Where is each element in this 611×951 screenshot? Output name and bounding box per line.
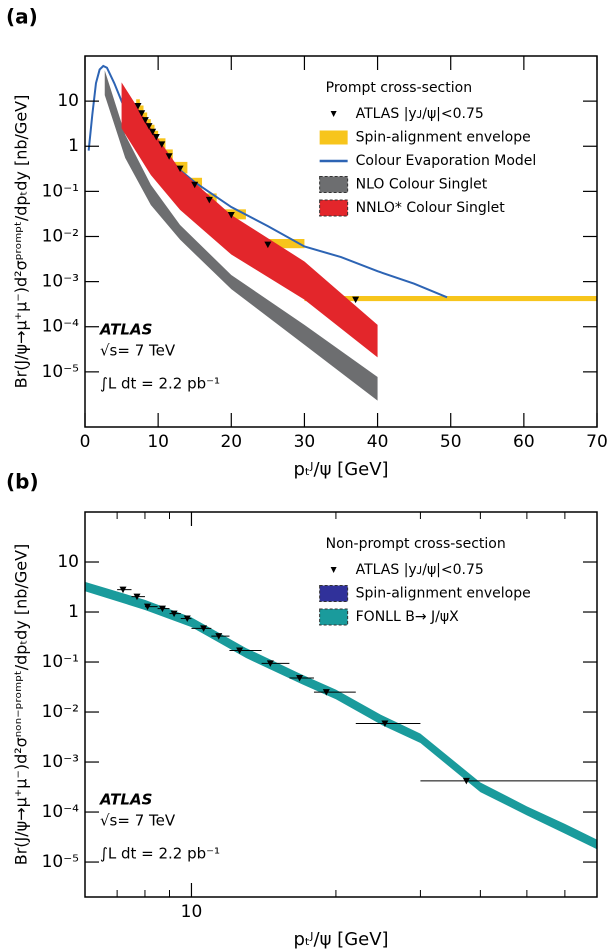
annotation: ∫L dt = 2.2 pb⁻¹	[100, 375, 220, 393]
data-point	[205, 196, 213, 204]
data-point	[236, 647, 244, 654]
y-tick-label: 10⁻²	[42, 702, 79, 722]
x-axis-label: pₜᴶ/ψ [GeV]	[293, 929, 388, 950]
y-tick-label: 10	[57, 552, 79, 572]
annotation: ATLAS	[99, 791, 152, 809]
legend-swatch	[319, 585, 349, 602]
legend-label: Spin-alignment envelope	[356, 130, 531, 146]
data-point	[352, 296, 360, 304]
data-point	[158, 605, 166, 613]
data-point	[138, 110, 146, 117]
x-tick-label: 20	[220, 432, 242, 452]
x-tick-label: 50	[440, 432, 462, 452]
band	[121, 82, 378, 358]
legend-label: ATLAS |yᴊ/ψ|<0.75	[356, 562, 484, 578]
y-tick-label: 10	[57, 91, 79, 111]
band	[85, 581, 597, 850]
annotation: √s= 7 TeV	[100, 342, 176, 360]
y-axis-label: Br(J/ψ→μ⁺μ⁻)d²σᵖʳᵒᵐᵖᵗ/dpₜdy [nb/GeV]	[12, 95, 31, 389]
data-point	[183, 615, 191, 623]
legend-swatch	[319, 608, 349, 626]
legend-swatch	[319, 176, 349, 193]
data-point	[176, 165, 184, 173]
data-point	[133, 593, 141, 601]
panel-label: (a)	[6, 5, 38, 29]
plot-area	[85, 581, 597, 850]
legend-marker	[330, 567, 337, 573]
y-axis-label: Br(J/ψ→μ⁺μ⁻)d²σⁿᵒⁿ⁻ᵖʳᵒᵐᵖᵗ/dpₜdy [nb/GeV]	[12, 544, 31, 866]
y-tick-label: 10⁻⁴	[42, 802, 80, 822]
data-point	[381, 720, 389, 727]
y-tick-label: 10⁻²	[42, 226, 79, 246]
annotation: ATLAS	[99, 321, 152, 339]
data-point	[462, 777, 470, 785]
y-tick-label: 10⁻⁵	[42, 852, 79, 872]
data-point	[191, 181, 199, 189]
data-point	[152, 134, 160, 141]
data-point	[149, 128, 157, 136]
legend-marker	[330, 111, 337, 117]
plot-area	[87, 64, 597, 401]
data-point	[266, 660, 274, 667]
legend-label: ATLAS |yᴊ/ψ|<0.75	[356, 106, 484, 122]
y-tick-label: 10⁻¹	[42, 652, 79, 672]
data-point	[215, 633, 223, 640]
y-tick-label: 10⁻⁴	[42, 317, 80, 337]
legend-label: NNLO* Colour Singlet	[356, 200, 506, 216]
data-point	[134, 102, 142, 110]
band	[104, 70, 378, 401]
x-axis-label: pₜᴶ/ψ [GeV]	[293, 459, 388, 480]
x-tick-label: 0	[80, 432, 91, 452]
x-tick-label: 10	[147, 432, 169, 452]
data-point	[141, 117, 149, 124]
legend-label: Spin-alignment envelope	[356, 586, 531, 602]
legend-swatch	[319, 199, 349, 217]
legend-swatch	[319, 130, 348, 145]
legend-title: Non-prompt cross-section	[326, 536, 506, 552]
x-tick-label: 60	[513, 432, 535, 452]
legend-label: FONLL B→ J/ψX	[356, 609, 459, 625]
y-tick-label: 1	[68, 602, 79, 622]
data-point	[144, 603, 152, 611]
x-tick-label: 40	[367, 432, 389, 452]
annotation: ∫L dt = 2.2 pb⁻¹	[100, 845, 220, 863]
plot-frame	[84, 55, 598, 428]
data-point	[296, 674, 304, 682]
data-point	[145, 123, 153, 130]
data-point	[158, 141, 166, 148]
data-point	[200, 625, 208, 632]
data-point	[165, 153, 173, 160]
legend-label: Colour Evaporation Model	[356, 153, 537, 169]
plot-frame	[84, 511, 598, 898]
envelope-box	[304, 296, 597, 302]
data-point	[119, 586, 127, 594]
legend-title: Prompt cross-section	[326, 80, 472, 96]
data-point	[227, 211, 235, 219]
y-tick-label: 10⁻³	[42, 272, 79, 292]
x-tick-label: 70	[586, 432, 608, 452]
panel-label: (b)	[6, 470, 39, 494]
x-tick-label: 30	[294, 432, 316, 452]
y-tick-label: 10⁻⁵	[42, 362, 79, 382]
legend-label: NLO Colour Singlet	[356, 177, 488, 193]
annotation: √s= 7 TeV	[100, 812, 176, 830]
data-point	[264, 241, 272, 249]
y-tick-label: 10⁻¹	[42, 181, 79, 201]
data-point	[322, 689, 330, 696]
data-point	[170, 610, 178, 618]
y-tick-label: 1	[68, 136, 79, 156]
y-tick-label: 10⁻³	[42, 752, 79, 772]
x-tick-label: 10	[181, 902, 203, 922]
